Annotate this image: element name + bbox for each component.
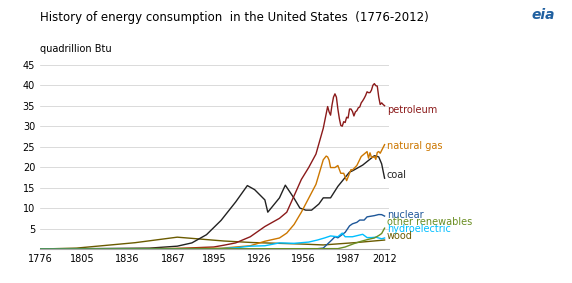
Text: other renewables: other renewables	[387, 217, 472, 228]
Text: wood: wood	[387, 231, 412, 241]
Text: History of energy consumption  in the United States  (1776-2012): History of energy consumption in the Uni…	[40, 11, 429, 24]
Text: petroleum: petroleum	[387, 105, 437, 115]
Text: coal: coal	[387, 170, 407, 180]
Text: hydroelectric: hydroelectric	[387, 224, 451, 234]
Text: natural gas: natural gas	[387, 141, 442, 151]
Text: quadrillion Btu: quadrillion Btu	[40, 44, 112, 54]
Text: nuclear: nuclear	[387, 210, 423, 220]
Text: eia: eia	[531, 8, 555, 22]
